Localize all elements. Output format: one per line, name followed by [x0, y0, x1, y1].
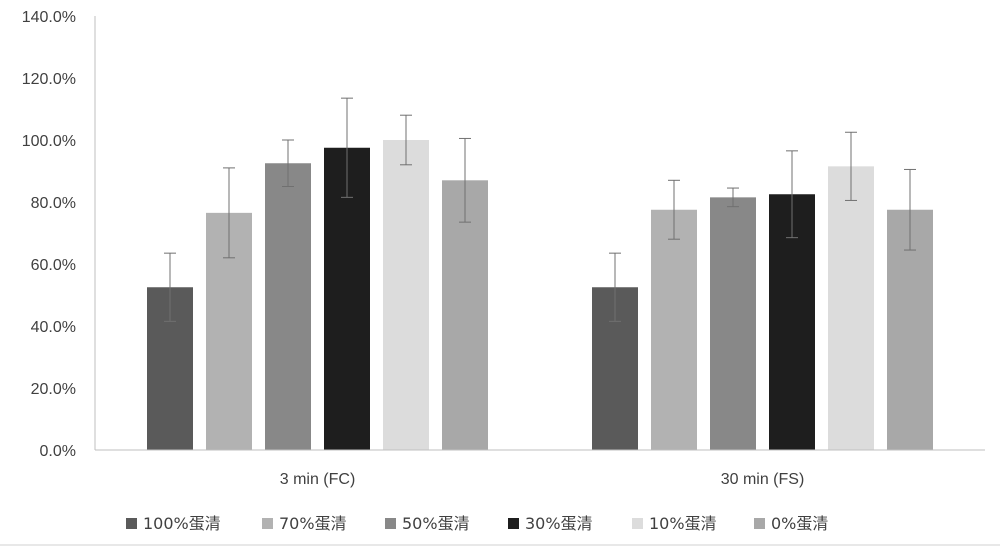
bar-marks	[147, 140, 933, 451]
legend-swatch	[262, 518, 273, 529]
error-bar-0-0	[164, 252, 176, 322]
bar-4-1	[828, 166, 874, 450]
legend-item: 10%蛋清	[632, 514, 717, 533]
legend-swatch	[126, 518, 137, 529]
y-tick-label: 140.0%	[22, 9, 76, 26]
bar-4-0	[383, 140, 429, 450]
y-tick-label: 60.0%	[31, 257, 76, 274]
bar-2-1	[710, 197, 756, 450]
bar-1-1	[651, 209, 697, 450]
legend-swatch	[385, 518, 396, 529]
legend-label: 70%蛋清	[279, 514, 347, 533]
error-bar-2-1	[727, 187, 739, 208]
error-bar-4-0	[400, 114, 412, 166]
legend-item: 50%蛋清	[385, 514, 470, 533]
y-axis-ticks: 0.0% 20.0% 40.0% 60.0% 80.0% 100.0% 120.0% 140.…	[22, 9, 76, 460]
legend-item: 70%蛋清	[262, 514, 347, 533]
y-tick-label: 40.0%	[31, 319, 76, 336]
error-bar-5-0	[459, 137, 471, 223]
error-bar-1-0	[223, 167, 235, 259]
error-bar-4-1	[845, 131, 857, 201]
error-bar-5-1	[904, 168, 916, 251]
bar-2-0	[265, 163, 311, 450]
legend-item: 0%蛋清	[754, 514, 828, 533]
legend-item: 100%蛋清	[126, 514, 221, 533]
bar-3-0	[324, 147, 370, 450]
y-tick-label: 80.0%	[31, 195, 76, 212]
legend-swatch	[632, 518, 643, 529]
y-tick-label: 0.0%	[40, 443, 76, 460]
legend-item: 30%蛋清	[508, 514, 593, 533]
error-bar-3-1	[786, 150, 798, 239]
legend-label: 30%蛋清	[525, 514, 593, 533]
x-axis-categories: 3 min (FC) 30 min (FS)	[280, 471, 805, 488]
error-bars	[164, 97, 916, 322]
y-tick-label: 100.0%	[22, 133, 76, 150]
legend-label: 100%蛋清	[143, 514, 221, 533]
legend-swatch	[508, 518, 519, 529]
legend-swatch	[754, 518, 765, 529]
legend-label: 10%蛋清	[649, 514, 717, 533]
error-bar-1-1	[668, 179, 680, 240]
legend-label: 0%蛋清	[771, 514, 828, 533]
y-tick-label: 120.0%	[22, 71, 76, 88]
bar-5-0	[442, 180, 488, 451]
error-bar-2-0	[282, 139, 294, 187]
y-tick-label: 20.0%	[31, 381, 76, 398]
legend-label: 50%蛋清	[402, 514, 470, 533]
error-bar-3-0	[341, 97, 353, 198]
x-category-label: 3 min (FC)	[280, 471, 356, 488]
legend: 100%蛋清 70%蛋清 50%蛋清 30%蛋清 10%蛋清 0%蛋清	[126, 514, 828, 533]
x-category-label: 30 min (FS)	[721, 471, 805, 488]
error-bar-0-1	[609, 252, 621, 322]
